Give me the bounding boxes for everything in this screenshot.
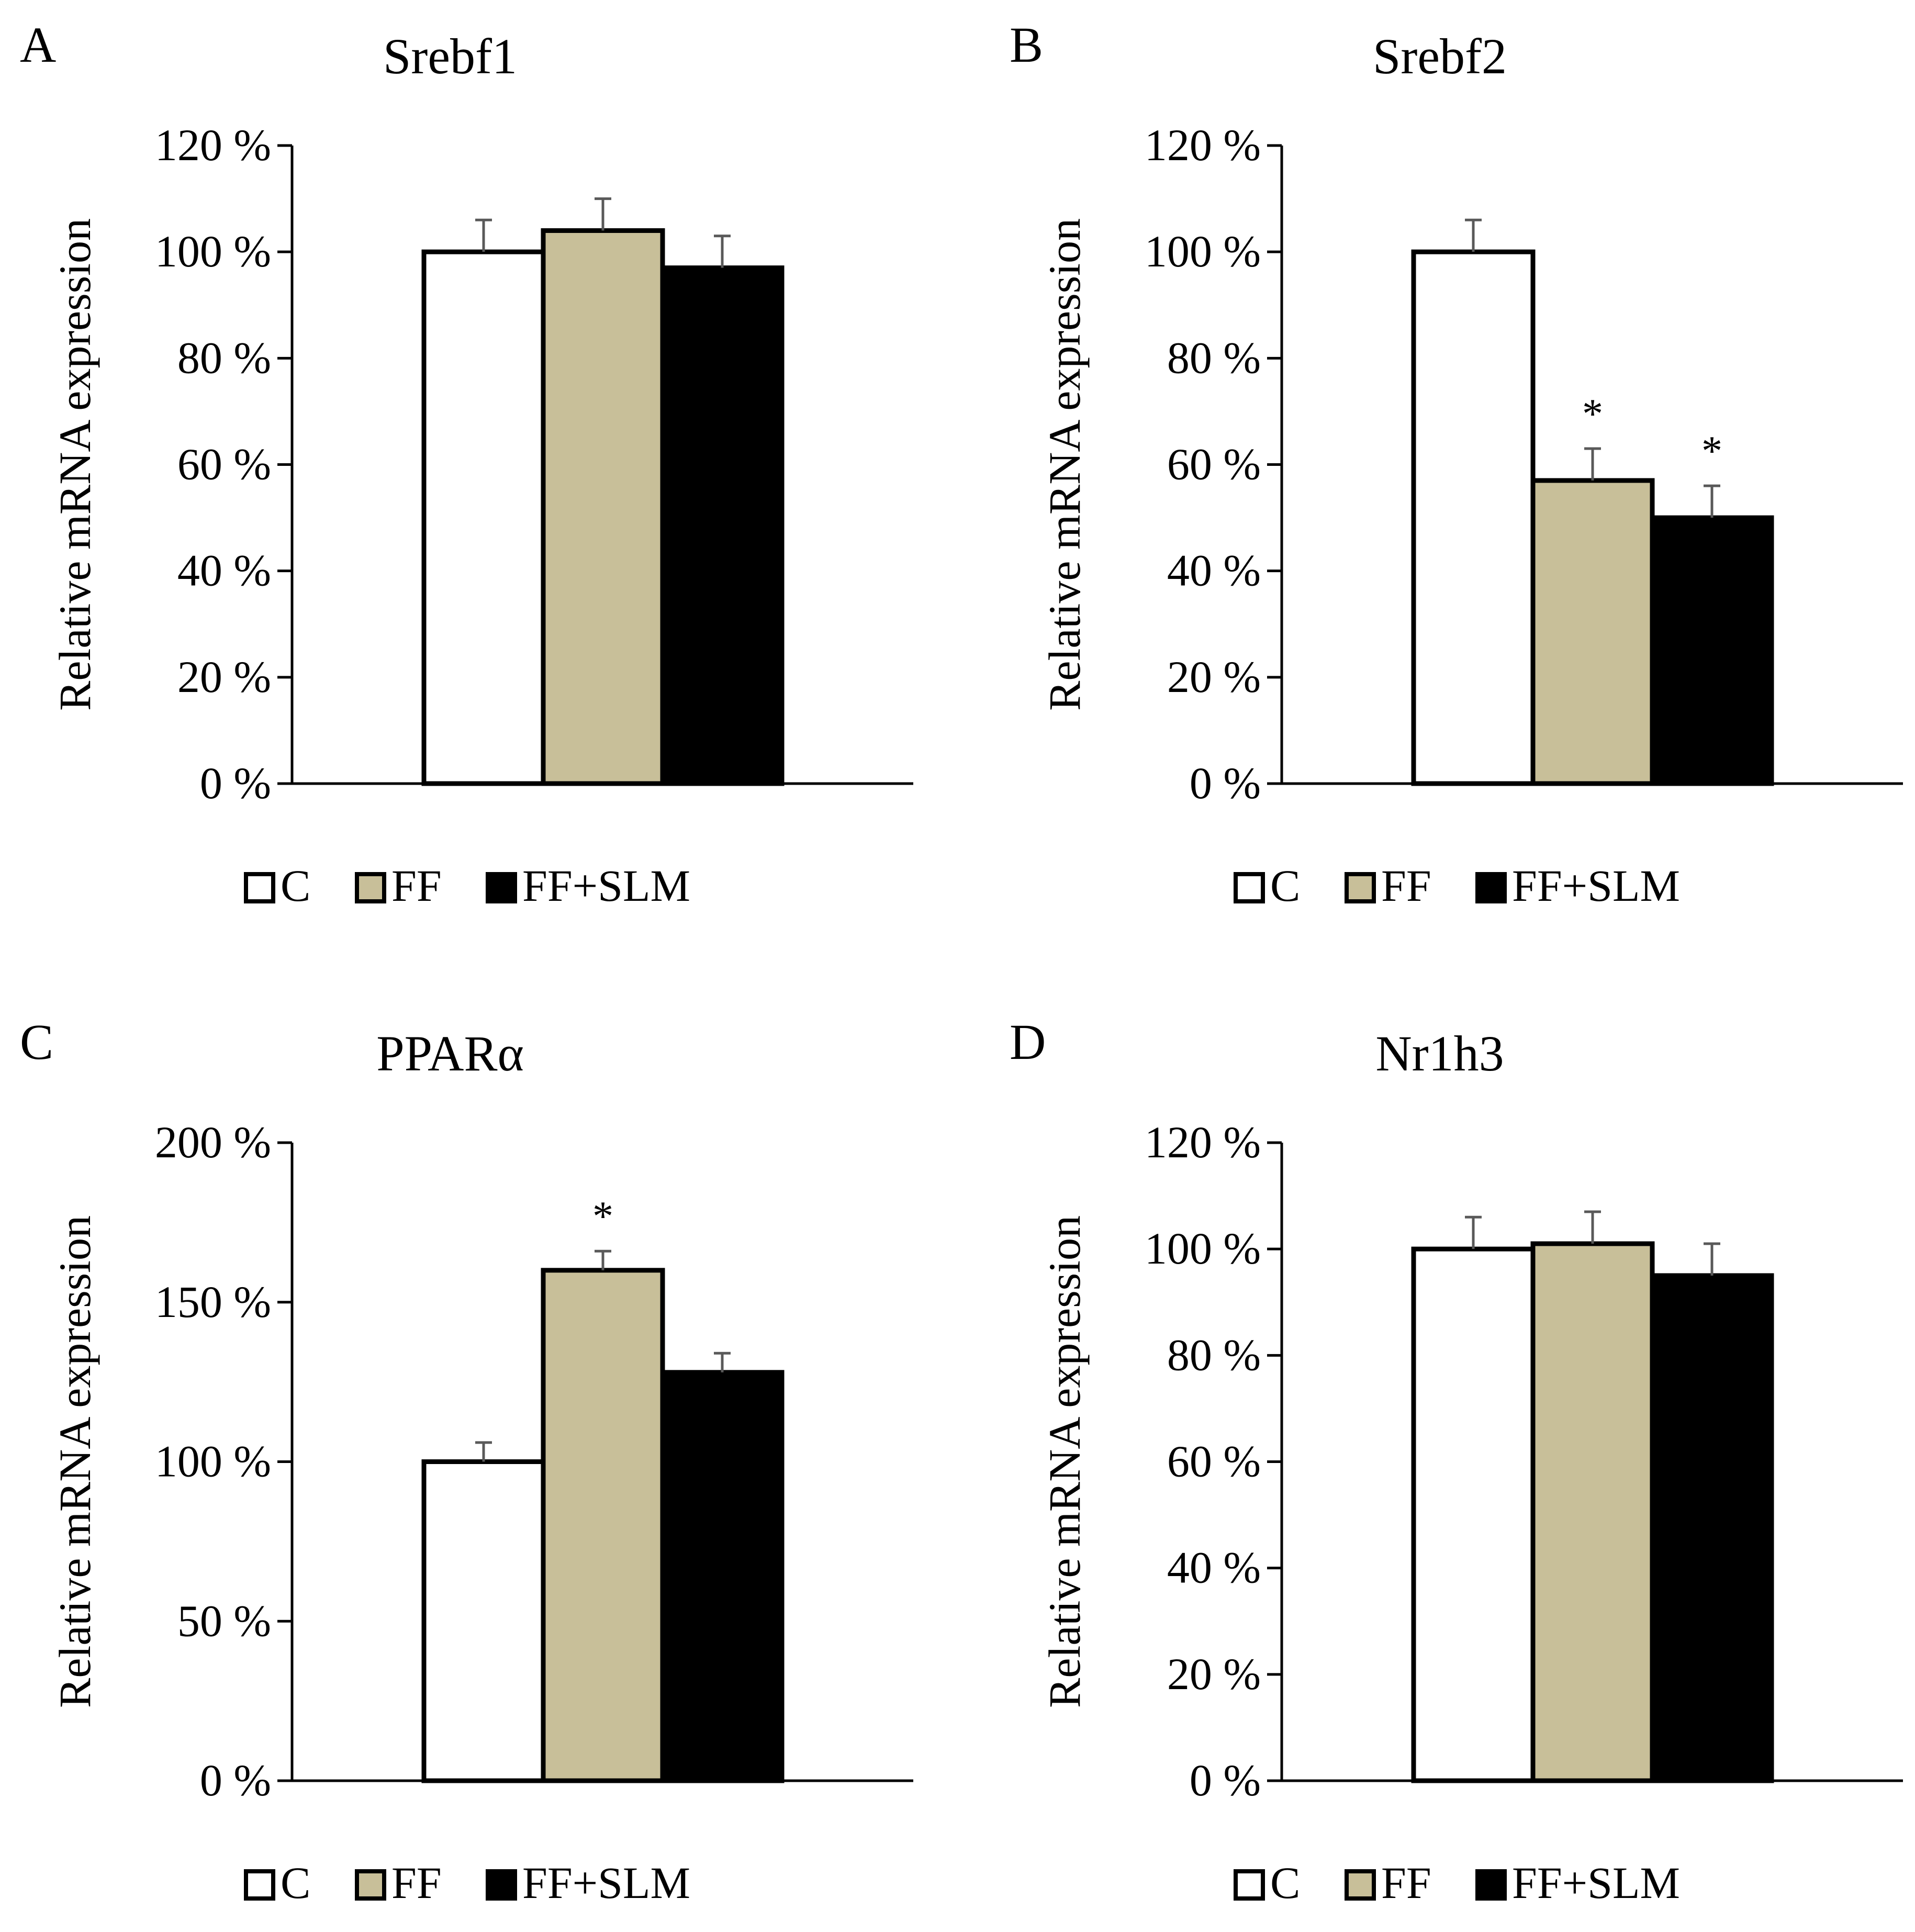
y-axis-label: Relative mRNA expression (1039, 218, 1090, 711)
chart-panel: D Nr1h3 0 % 20 % 40 % 60 % 80 % 100 % 120 % Relat… (1010, 1014, 1903, 1908)
chart-title: Srebf1 (383, 28, 517, 84)
y-axis-label: Relative mRNA expression (1039, 1215, 1090, 1708)
legend-label: C (1270, 1858, 1300, 1908)
bar-c (1411, 1246, 1536, 1783)
y-tick-label: 100 % (1145, 226, 1261, 276)
legend-label: FF+SLM (1512, 861, 1680, 911)
chart-title: Srebf2 (1373, 28, 1507, 84)
bar-ff (541, 228, 665, 786)
y-tick-label: 200 % (155, 1117, 271, 1167)
y-axis-label: Relative mRNA expression (50, 218, 100, 711)
y-tick-label: 0 % (1190, 758, 1261, 808)
bar-c (421, 249, 546, 786)
significance-marker: * (592, 1193, 613, 1239)
y-tick-label: 150 % (155, 1277, 271, 1327)
y-tick-label: 80 % (1167, 1330, 1261, 1380)
legend-label: C (281, 1858, 310, 1908)
y-tick-label: 0 % (1190, 1755, 1261, 1805)
legend-swatch (355, 1869, 386, 1901)
bar-c (1411, 249, 1536, 786)
bar-ff (1530, 1241, 1655, 1783)
legend-swatch (1475, 1869, 1507, 1901)
significance-marker: * (1701, 428, 1722, 474)
bar-ff (1530, 478, 1655, 786)
panel-letter: D (1010, 1014, 1046, 1070)
legend-swatch (244, 1869, 275, 1901)
legend-label: FF (1381, 861, 1431, 911)
legend-swatch (486, 872, 517, 903)
panel-letter: A (20, 17, 56, 73)
legend-swatch (1345, 1869, 1376, 1901)
y-tick-label: 40 % (1167, 545, 1261, 596)
y-tick-label: 100 % (1145, 1223, 1261, 1274)
y-tick-label: 120 % (155, 120, 271, 170)
chart-panel: C PPARα 0 % 50 % 100 % 150 % 200 % Relative mRN… (20, 1014, 913, 1908)
y-tick-label: 120 % (1145, 120, 1261, 170)
y-tick-label: 0 % (200, 758, 271, 808)
bar-ff-slm (660, 265, 785, 786)
legend-label: FF (391, 861, 442, 911)
significance-marker: * (1582, 391, 1603, 437)
y-tick-label: 0 % (200, 1755, 271, 1805)
legend-label: FF+SLM (522, 861, 690, 911)
legend-label: FF (391, 1858, 442, 1908)
y-tick-label: 20 % (1167, 652, 1261, 702)
y-tick-label: 60 % (177, 439, 271, 489)
chart-title: PPARα (376, 1025, 524, 1081)
bar-ff-slm (1650, 1273, 1774, 1783)
legend-swatch (486, 1869, 517, 1901)
y-tick-label: 40 % (1167, 1543, 1261, 1593)
chart-panel: B Srebf2 0 % 20 % 40 % 60 % 80 % 100 % 120 % Rela… (1010, 17, 1903, 911)
legend-swatch (1234, 1869, 1265, 1901)
panel-letter: C (20, 1014, 53, 1070)
y-tick-label: 40 % (177, 545, 271, 596)
y-tick-label: 100 % (155, 1436, 271, 1487)
y-axis-label: Relative mRNA expression (50, 1215, 100, 1708)
legend-label: C (1270, 861, 1300, 911)
y-tick-label: 50 % (177, 1595, 271, 1646)
chart-panel: A Srebf1 0 % 20 % 40 % 60 % 80 % 100 % 120 % Rela… (20, 17, 913, 911)
y-tick-label: 60 % (1167, 439, 1261, 489)
panel-letter: B (1010, 17, 1043, 73)
y-tick-label: 100 % (155, 226, 271, 276)
y-tick-label: 80 % (177, 332, 271, 383)
legend-swatch (1345, 872, 1376, 903)
bar-ff-slm (1650, 515, 1774, 786)
bar-ff-slm (660, 1370, 785, 1783)
legend-label: C (281, 861, 310, 911)
legend-swatch (1234, 872, 1265, 903)
legend-swatch (1475, 872, 1507, 903)
y-tick-label: 60 % (1167, 1436, 1261, 1487)
legend-swatch (244, 872, 275, 903)
legend-label: FF+SLM (1512, 1858, 1680, 1908)
y-tick-label: 120 % (1145, 1117, 1261, 1167)
y-tick-label: 20 % (177, 652, 271, 702)
bar-ff (541, 1268, 665, 1783)
y-tick-label: 20 % (1167, 1649, 1261, 1699)
y-tick-label: 80 % (1167, 332, 1261, 383)
legend-swatch (355, 872, 386, 903)
bar-c (421, 1459, 546, 1783)
legend-label: FF+SLM (522, 1858, 690, 1908)
chart-title: Nr1h3 (1375, 1025, 1504, 1081)
legend-label: FF (1381, 1858, 1431, 1908)
